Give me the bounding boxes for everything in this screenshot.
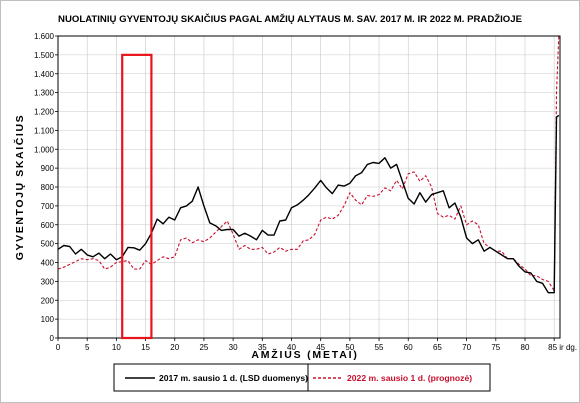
x-tick-label-0: 0 — [56, 343, 61, 352]
x-tick-label-7: 35 — [258, 343, 267, 352]
legend: 2017 m. sausio 1 d. (LSD duomenys) 2022 … — [113, 363, 491, 392]
x-tick-label-1: 5 — [85, 343, 90, 352]
y-tick-label-12: 1.200 — [34, 108, 55, 117]
legend-box — [113, 363, 491, 392]
y-tick-label-11: 1.100 — [34, 126, 55, 135]
y-tick-label-8: 800 — [41, 183, 55, 192]
highlight-box — [121, 53, 153, 340]
y-tick-label-16: 1.600 — [34, 32, 55, 41]
x-tick-label-10: 50 — [345, 343, 354, 352]
x-tick-label-17: 85 ir dg. — [548, 343, 577, 352]
y-tick-label-13: 1.300 — [34, 89, 55, 98]
y-axis-label: GYVENTOJŲ SKAIČIUS — [13, 114, 26, 260]
x-tick-label-15: 75 — [491, 343, 500, 352]
y-tick-label-5: 500 — [41, 240, 55, 249]
y-tick-label-9: 900 — [41, 164, 55, 173]
x-tick-label-9: 45 — [316, 343, 325, 352]
y-tick-label-15: 1.500 — [34, 51, 55, 60]
x-tick-label-2: 10 — [112, 343, 121, 352]
x-tick-label-12: 60 — [404, 343, 413, 352]
y-tick-label-14: 1.400 — [34, 70, 55, 79]
x-axis-label: AMŽIUS (METAI) — [251, 348, 358, 361]
y-tick-label-1: 100 — [41, 315, 55, 324]
y-tick-label-4: 400 — [41, 259, 55, 268]
y-tick-label-3: 300 — [41, 277, 55, 286]
x-tick-label-11: 55 — [375, 343, 384, 352]
y-tick-label-10: 1.000 — [34, 145, 55, 154]
x-tick-label-8: 40 — [287, 343, 296, 352]
chart-title: NUOLATINIŲ GYVENTOJŲ SKAIČIUS PAGAL AMŽI… — [58, 13, 523, 25]
x-tick-label-3: 15 — [141, 343, 150, 352]
y-tick-label-7: 700 — [41, 202, 55, 211]
x-tick-label-16: 80 — [521, 343, 530, 352]
series-layer — [57, 35, 560, 294]
y-tick-label-2: 200 — [41, 296, 55, 305]
y-tick-label-6: 600 — [41, 221, 55, 230]
y-axis: 0 100 200 300 400 500 600 700 800 900 1.000 1.100 1.… — [34, 32, 58, 343]
legend-label-2017: 2017 m. sausio 1 d. (LSD duomenys) — [159, 373, 308, 383]
y-tick-label-0: 0 — [50, 334, 55, 343]
x-tick-label-13: 65 — [433, 343, 442, 352]
legend-label-2022: 2022 m. sausio 1 d. (prognozė) — [347, 373, 472, 383]
chart-annotations — [121, 53, 153, 340]
x-tick-label-5: 25 — [199, 343, 208, 352]
x-axis: 0 5 10 15 20 25 30 35 40 45 50 55 60 65 70 75 80 85 ir dg… — [56, 338, 577, 352]
x-tick-label-14: 70 — [462, 343, 471, 352]
series-line-1 — [57, 35, 560, 292]
x-tick-label-6: 30 — [229, 343, 238, 352]
series-line-0 — [57, 114, 560, 294]
x-tick-label-4: 20 — [170, 343, 179, 352]
